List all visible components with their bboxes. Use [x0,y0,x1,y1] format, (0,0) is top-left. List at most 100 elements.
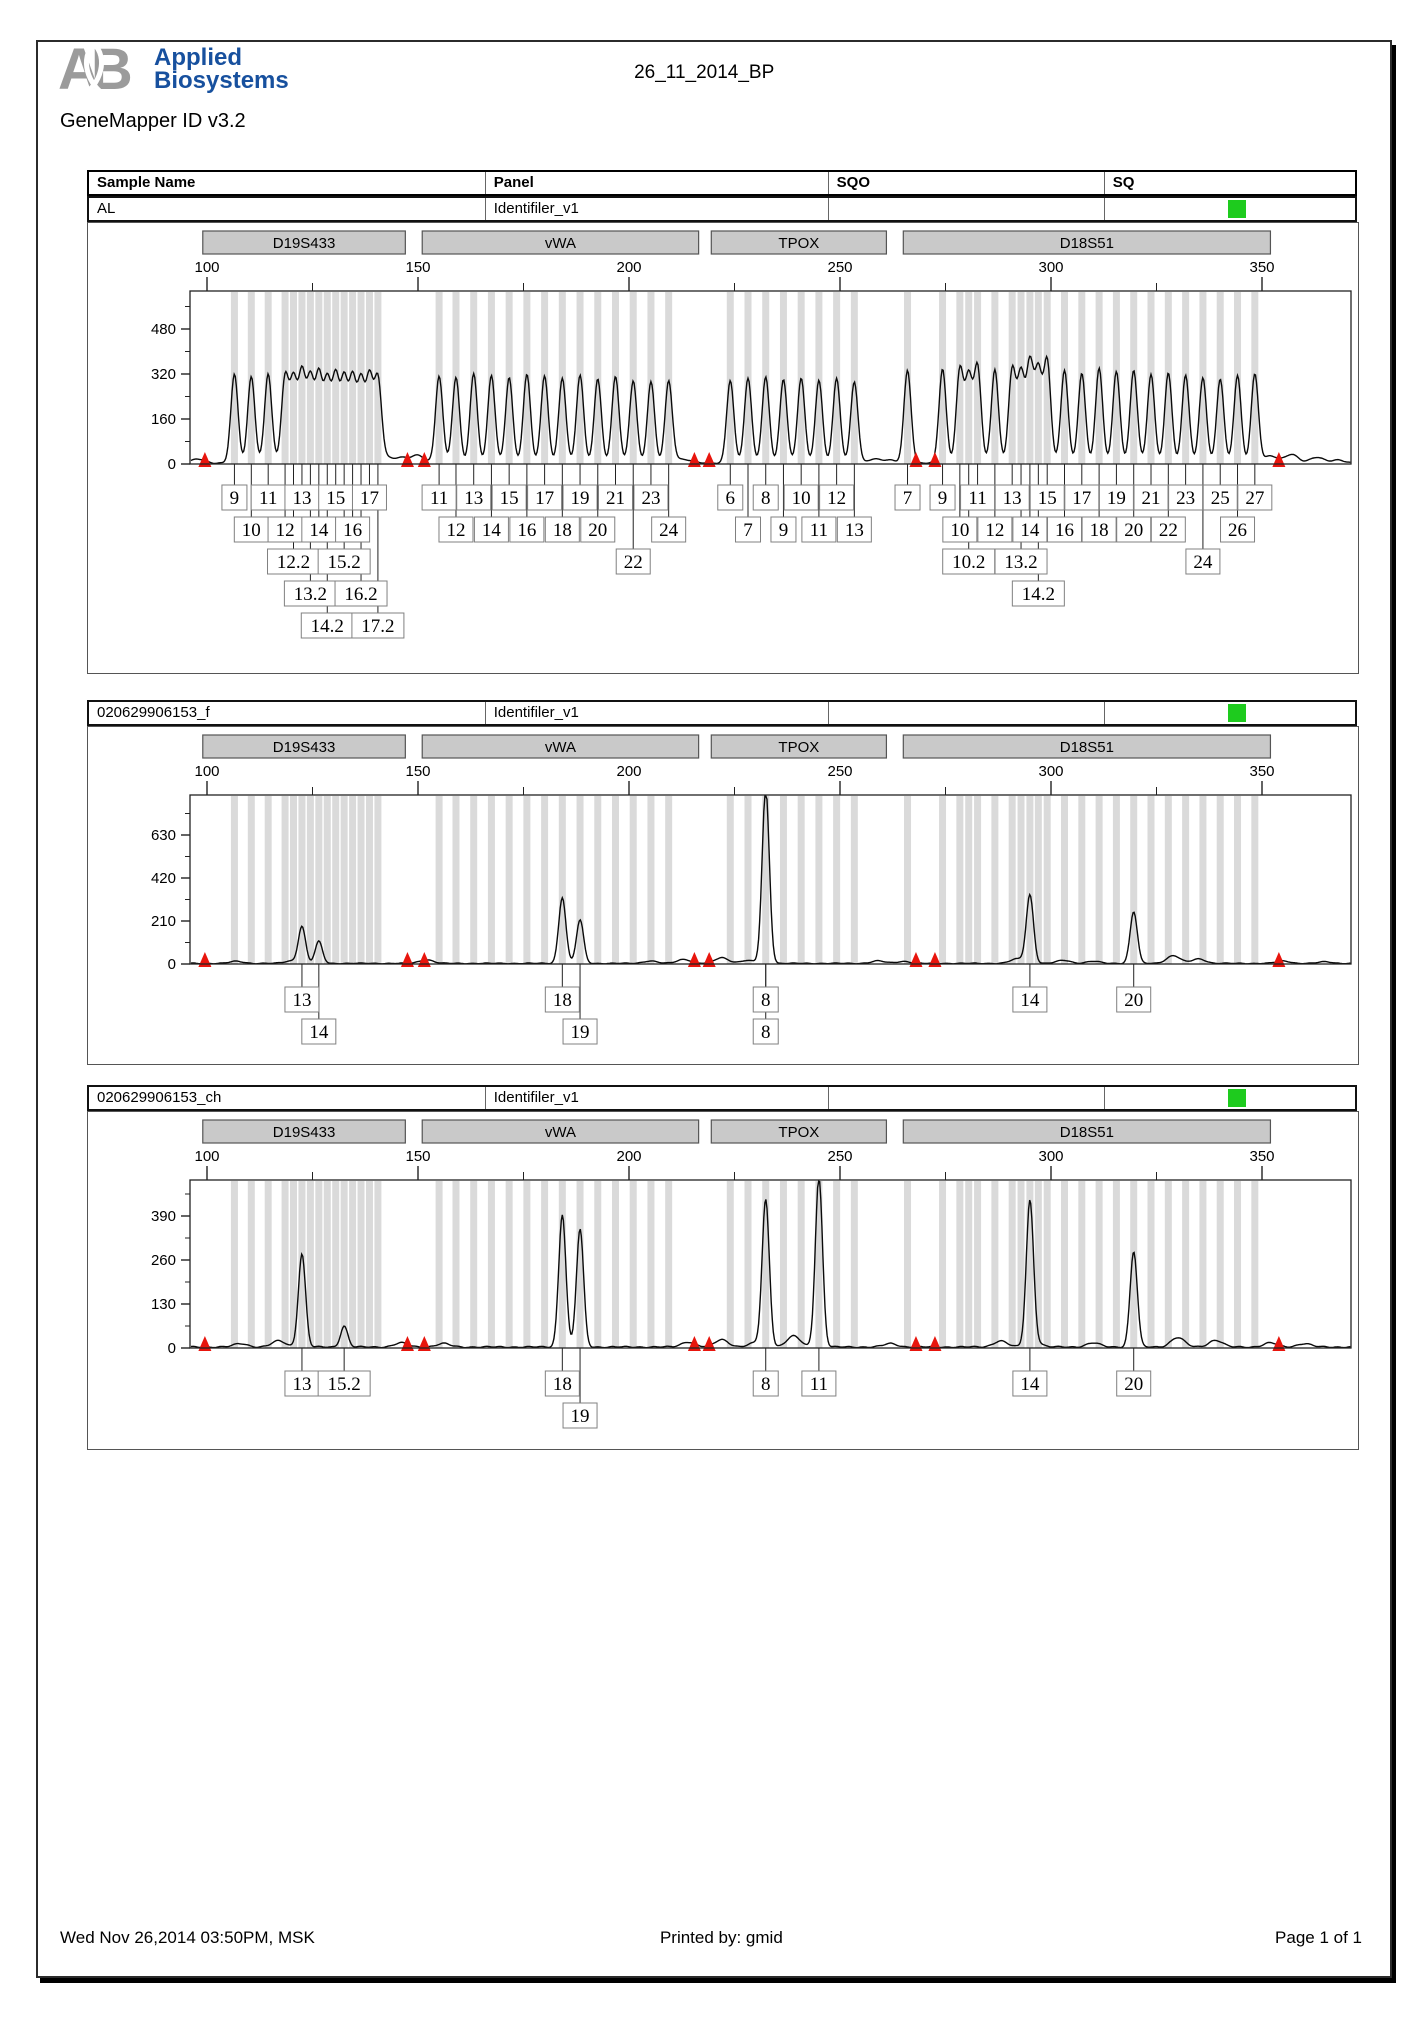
svg-text:300: 300 [1038,1148,1063,1165]
allele-label-box [317,548,371,575]
allele-label-text: 26 [1228,520,1247,541]
col-header-sample-name: Sample Name [97,174,196,191]
svg-text:150: 150 [405,1148,430,1165]
allele-label-text: 18 [1090,520,1109,541]
y-axis: 0 210 420 630 [151,813,190,973]
allele-label-text: 17 [1072,488,1091,509]
sqo-value [827,198,1104,220]
allele-label-text: 18 [553,520,572,541]
allele-label-text: 12.2 [277,552,310,573]
allele-label-text: 16 [517,520,536,541]
offscale-triangle-icon [400,952,414,967]
svg-text:0: 0 [168,956,176,973]
svg-text:480: 480 [151,321,176,338]
allele-label-text: 11 [810,1374,828,1395]
allele-label-box [300,612,354,639]
allele-label-text: 16 [1055,520,1074,541]
allele-label-box [1150,516,1186,543]
allele-label-box [284,484,320,511]
allele-label-box [752,1370,779,1397]
allele-label-text: 27 [1245,488,1264,509]
svg-text:390: 390 [151,1208,176,1225]
footer-printed-by: Printed by: gmid [659,1928,783,1947]
offscale-triangle-icon [400,1336,414,1351]
allele-label-text: 14 [309,1022,329,1043]
electropherogram-svg: D19S433 vWA TPOX D18S51 100 150 200 250 300 350 0 1… [151,1119,1352,1429]
allele-label-text: 7 [743,520,753,541]
allele-label-box [977,516,1013,543]
x-axis: 100 150 200 250 300 350 [194,259,1275,291]
svg-text:D18S51: D18S51 [1060,739,1114,756]
allele-label-text: 16 [343,520,362,541]
allele-label-text: 8 [761,990,771,1011]
svg-text:160: 160 [151,411,176,428]
offscale-triangle-icon [909,1336,923,1351]
allele-label-box [836,516,872,543]
offscale-triangle-icon [417,452,431,467]
allele-label-text: 13 [292,1374,311,1395]
allele-label-box [1012,516,1048,543]
allele-label-text: 15.2 [328,552,361,573]
dna-helix-icon [78,42,110,100]
allele-label-box [284,986,320,1013]
document-title: 26_11_2014_BP [634,62,775,83]
allele-label-text: 15 [500,488,519,509]
allele-label-box [233,516,269,543]
signal-trace [190,795,1351,965]
allele-bins [230,796,1259,964]
offscale-triangle-icon [687,952,701,967]
marker-bars: D19S433 vWA TPOX D18S51 [202,1119,1272,1144]
allele-label-box [351,484,387,511]
allele-connectors [301,1348,1135,1403]
allele-label-text: 14.2 [1022,584,1055,605]
offscale-triangle-icon [198,952,212,967]
sample-row-allelic-ladder: AL Identifiler_v1 [87,196,1357,222]
allele-label-text: 23 [641,488,660,509]
allele-label-text: 11 [259,488,277,509]
svg-text:D18S51: D18S51 [1060,235,1114,252]
allele-label-text: 12 [985,520,1004,541]
allele-label-box [580,516,616,543]
offscale-triangle-icon [1272,1336,1286,1351]
allele-label-box [801,516,837,543]
y-axis: 0 130 260 390 [151,1193,190,1357]
allele-label-box [1185,548,1221,575]
electropherogram-sample-f: D19S433 vWA TPOX D18S51 100 150 200 250 300 350 0 2… [87,726,1359,1065]
svg-text:300: 300 [1038,763,1063,780]
allele-label-text: 13 [292,488,311,509]
offscale-triangle-icon [702,452,716,467]
footer-page-number: Page 1 of 1 [1275,1928,1362,1947]
allele-label-text: 14.2 [311,616,344,637]
plot-frame [189,1179,1352,1349]
allele-label-box [1237,484,1273,511]
allele-label-box [894,484,921,511]
svg-text:260: 260 [151,1252,176,1269]
allele-label-box [651,516,687,543]
svg-text:0: 0 [168,456,176,473]
allele-label-box [318,484,354,511]
ab-monogram: AB [58,41,146,102]
allele-connectors [301,964,1135,1019]
allele-label-box [633,484,669,511]
svg-text:200: 200 [616,763,641,780]
svg-text:250: 250 [827,1148,852,1165]
allele-label-box [1012,986,1048,1013]
svg-text:D19S433: D19S433 [273,1124,336,1141]
offscale-triangle-icon [909,452,923,467]
allele-label-box [284,1370,320,1397]
offscale-triangle-icon [928,952,942,967]
offscale-triangle-icon [687,452,701,467]
allele-label-box [250,484,286,511]
svg-text:250: 250 [827,763,852,780]
offscale-triangle-icon [1272,452,1286,467]
allele-label-text: 15 [1038,488,1057,509]
sq-quality-indicator [1227,1089,1246,1107]
offscale-triangle-icon [702,1336,716,1351]
svg-text:210: 210 [151,913,176,930]
logo-wordmark: Applied Biosystems [154,42,289,93]
allele-label-text: 16.2 [344,584,377,605]
signal-trace [190,1180,1351,1349]
allele-label-box [1168,484,1204,511]
allele-label-text: 19 [571,1022,590,1043]
